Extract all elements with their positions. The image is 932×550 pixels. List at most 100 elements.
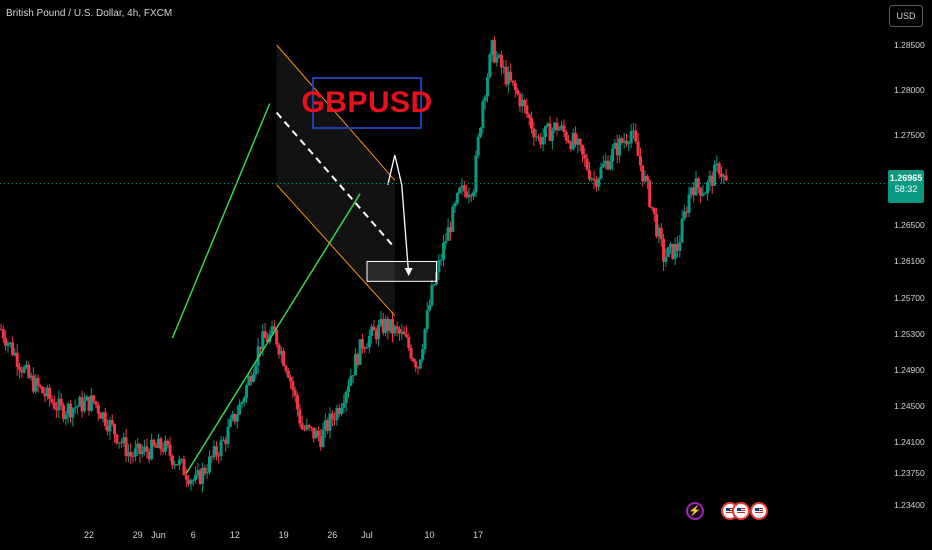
candle-body	[180, 459, 184, 461]
time-tick-label: 10	[424, 530, 435, 540]
candle-body	[110, 420, 114, 425]
price-tick-label: 1.25700	[894, 292, 925, 303]
candle-body	[490, 40, 494, 55]
candle-body	[439, 259, 443, 261]
candle-body	[96, 404, 100, 414]
candle-body	[261, 331, 265, 350]
candle-body	[282, 351, 286, 366]
lightning-icon[interactable]: ⚡	[686, 502, 704, 520]
candle-body	[536, 136, 540, 138]
candle-body	[353, 354, 357, 376]
candle-body	[64, 414, 68, 420]
candle-body	[277, 344, 281, 355]
candle-body	[384, 318, 388, 333]
candle-body	[532, 128, 536, 138]
candle-body	[467, 195, 471, 198]
candle-body	[13, 352, 17, 356]
projection-path	[387, 154, 410, 276]
candle-body	[372, 326, 376, 331]
candle-body	[6, 343, 10, 346]
green-channel-lower	[185, 193, 361, 474]
candle-body	[546, 123, 550, 127]
candle-body	[578, 139, 582, 145]
candle-body	[203, 467, 207, 474]
candle-body	[418, 359, 422, 369]
candle-body	[38, 385, 42, 387]
candle-body	[330, 413, 334, 420]
current-price: 1.26965	[889, 173, 923, 183]
candle-body	[659, 227, 663, 240]
candle-body	[333, 419, 337, 421]
candle-body	[650, 206, 654, 208]
candle-body	[662, 239, 666, 262]
candle-body	[465, 191, 469, 198]
price-tick-label: 1.24500	[894, 400, 925, 411]
candle-body	[80, 397, 84, 412]
candle-body	[597, 178, 601, 187]
candle-body	[212, 446, 216, 458]
candle-body	[328, 413, 332, 431]
candle-body	[335, 407, 339, 421]
candle-body	[11, 342, 15, 356]
candle-body	[601, 163, 605, 168]
candle-body	[620, 138, 624, 143]
candle-body	[423, 328, 427, 350]
candle-body	[247, 376, 251, 386]
candle-body	[175, 464, 179, 466]
candle-body	[296, 395, 300, 410]
us-flag-icon[interactable]	[750, 502, 768, 520]
candle-body	[150, 439, 154, 460]
currency-selector[interactable]: USD	[889, 5, 923, 27]
candle-body	[138, 443, 142, 455]
candle-body	[307, 425, 311, 428]
candle-body	[555, 122, 559, 131]
candle-body	[678, 242, 682, 251]
candles	[0, 36, 728, 493]
candle-body	[680, 218, 684, 243]
candle-body	[99, 413, 103, 419]
candle-body	[395, 326, 399, 330]
candle-body	[488, 54, 492, 78]
candle-body	[618, 138, 622, 156]
candle-body	[504, 66, 508, 85]
time-tick-label: 29	[132, 530, 143, 540]
candle-body	[694, 178, 698, 196]
candle-body	[87, 396, 91, 411]
candle-body	[428, 305, 432, 311]
candle-body	[50, 399, 54, 403]
candle-body	[55, 408, 59, 411]
candle-body	[360, 339, 364, 349]
candle-body	[173, 464, 177, 466]
candle-body	[652, 207, 656, 214]
candle-body	[252, 374, 256, 382]
candle-body	[557, 128, 561, 131]
price-tick-label: 1.25300	[894, 328, 925, 339]
candle-body	[479, 128, 483, 137]
candle-body	[627, 143, 631, 145]
candle-body	[583, 154, 587, 159]
candle-body	[416, 367, 420, 369]
candle-body	[631, 130, 635, 132]
candle-body	[458, 187, 462, 194]
candle-body	[539, 137, 543, 145]
candle-body	[713, 164, 717, 186]
candle-body	[161, 449, 165, 452]
candle-body	[36, 377, 40, 386]
price-tick-label: 1.23750	[894, 468, 925, 479]
candle-body	[29, 375, 33, 378]
candle-body	[92, 395, 96, 402]
candle-body	[184, 475, 188, 480]
candle-body	[574, 132, 578, 145]
candle-body	[432, 284, 436, 286]
candle-body	[57, 398, 61, 411]
candle-body	[580, 144, 584, 155]
candle-body	[15, 352, 19, 367]
candle-body	[319, 436, 323, 447]
candle-body	[592, 178, 596, 181]
candle-body	[564, 132, 568, 141]
candle-body	[89, 395, 93, 411]
candle-body	[363, 348, 367, 350]
candle-body	[374, 330, 378, 340]
us-flag-icon[interactable]	[732, 502, 750, 520]
